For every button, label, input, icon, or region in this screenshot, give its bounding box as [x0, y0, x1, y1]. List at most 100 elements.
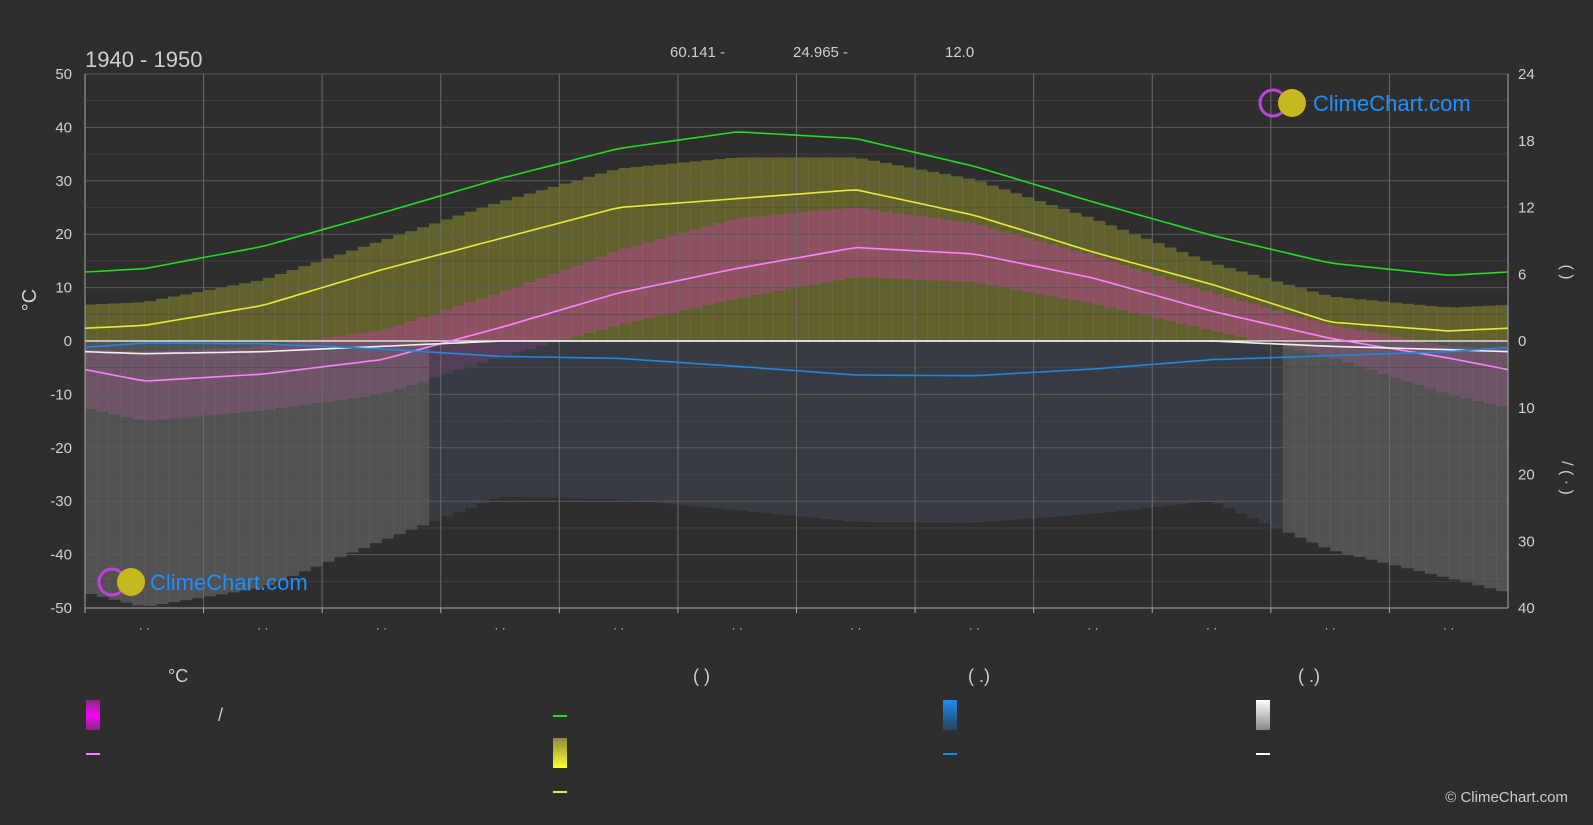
temp-range-strip [1140, 272, 1153, 316]
precip-band-strip [1496, 341, 1509, 592]
temp-range-strip [784, 213, 797, 289]
right-tick-label-upper: 6 [1518, 266, 1526, 283]
sunshine-band-strip [713, 159, 726, 341]
precip-band-strip [191, 341, 205, 599]
sunshine-band-strip [1353, 299, 1367, 341]
precip-band-strip [1318, 341, 1331, 548]
sunshine-band-strip [1116, 229, 1130, 341]
precip-band-strip [511, 341, 525, 498]
temp-range-strip [677, 232, 691, 311]
temp-range-strip [915, 216, 928, 280]
precip-band-strip [1235, 341, 1248, 514]
sunshine-band-strip [642, 165, 655, 341]
precip-band-strip [1128, 341, 1141, 510]
precip-band-strip [179, 341, 193, 601]
sunshine-band-strip [677, 162, 691, 341]
precip-band-strip [417, 341, 430, 526]
precip-band-strip [1104, 341, 1118, 512]
precip-band-strip [832, 341, 845, 521]
precip-band-strip [926, 341, 940, 523]
precip-band-strip [1460, 341, 1473, 583]
precip-band-strip [85, 341, 98, 594]
month-label: · · [850, 621, 861, 635]
precip-band-strip [1187, 341, 1201, 504]
sunshine-band-strip [1377, 301, 1390, 341]
precip-band-strip [1092, 341, 1106, 514]
legend-sun-header: ( ) [693, 666, 710, 686]
brand-logo-top[interactable]: ClimeChart.com [1258, 88, 1471, 118]
precip-band-strip [666, 341, 679, 505]
sunshine-band-strip [986, 185, 999, 341]
sunshine-band-strip [464, 211, 477, 341]
month-label: · · [1087, 621, 1098, 635]
brand-name-bottom: ClimeChart.com [150, 570, 308, 595]
month-label: · · [613, 621, 624, 635]
left-tick-label: 0 [64, 333, 72, 350]
precip-band-strip [1282, 341, 1296, 533]
precip-band-strip [1436, 341, 1450, 577]
sunshine-band-strip [1448, 307, 1462, 341]
sunshine-band-strip [405, 231, 418, 341]
left-tick-label: 50 [55, 66, 72, 83]
temp-range-strip [689, 229, 703, 308]
sunshine-band-strip [108, 303, 122, 341]
brand-logo-bottom[interactable]: ClimeChart.com [97, 567, 308, 597]
sunshine-band-strip [784, 157, 797, 341]
left-tick-label: -30 [50, 493, 72, 510]
sunshine-band-strip [998, 189, 1011, 341]
precip-band-strip [1140, 341, 1153, 509]
precip-band-strip [310, 341, 323, 567]
precip-band-strip [322, 341, 335, 562]
precip-band-strip [749, 341, 762, 512]
sunshine-band-strip [1199, 260, 1213, 341]
brand-name-top: ClimeChart.com [1313, 91, 1471, 116]
left-tick-label: 10 [55, 280, 72, 297]
precip-band-strip [879, 341, 892, 523]
sunshine-band-strip [1436, 307, 1450, 341]
sunshine-band-strip [1496, 305, 1509, 341]
temp-range-strip [867, 209, 881, 278]
precip-band-strip [1081, 341, 1094, 515]
temp-range-strip [938, 219, 952, 281]
left-tick-label: -50 [50, 600, 72, 617]
precip-band-strip [476, 341, 489, 504]
sunshine-band-strip [1223, 268, 1236, 341]
copyright[interactable]: © ClimeChart.com [1445, 789, 1568, 806]
sunshine-band-strip [203, 289, 216, 341]
sunshine-band-strip [618, 168, 631, 341]
precip-band-strip [251, 341, 264, 589]
sunshine-band-strip [903, 167, 916, 341]
temp-range-strip [559, 269, 572, 340]
precip-band-strip [784, 341, 797, 516]
sunshine-band-strip [476, 207, 489, 341]
precip-band-strip [1413, 341, 1426, 572]
precip-band-strip [96, 341, 110, 597]
temp-range-strip [1128, 268, 1141, 313]
temp-range-strip [606, 252, 620, 327]
precip-band-strip [203, 341, 216, 597]
sunshine-band-strip [120, 302, 133, 341]
sunshine-band-strip [417, 227, 430, 341]
precip-band-strip [737, 341, 750, 511]
precip-band-strip [915, 341, 928, 523]
temp-range-strip [642, 242, 655, 319]
sunshine-band-strip [1258, 278, 1272, 341]
precip-band-strip [725, 341, 738, 510]
sunshine-band-strip [974, 181, 987, 341]
temp-range-strip [666, 235, 679, 313]
temp-range-strip [701, 226, 714, 305]
coordinate-lat: 60.141 - [670, 44, 725, 61]
temp-range-strip [1081, 253, 1094, 303]
sunshine-band-strip [689, 161, 703, 341]
left-tick-label: -40 [50, 547, 72, 564]
period-title: 1940 - 1950 [85, 47, 202, 72]
sunshine-band-strip [915, 169, 928, 341]
legend-rain-header: ( .) [968, 666, 990, 686]
sunshine-band-strip [820, 157, 833, 341]
month-label: · · [139, 621, 150, 635]
precip-band-strip [1448, 341, 1462, 580]
precip-band-strip [464, 341, 477, 508]
sunshine-band-strip [855, 158, 869, 341]
sunshine-band-strip [808, 157, 821, 341]
